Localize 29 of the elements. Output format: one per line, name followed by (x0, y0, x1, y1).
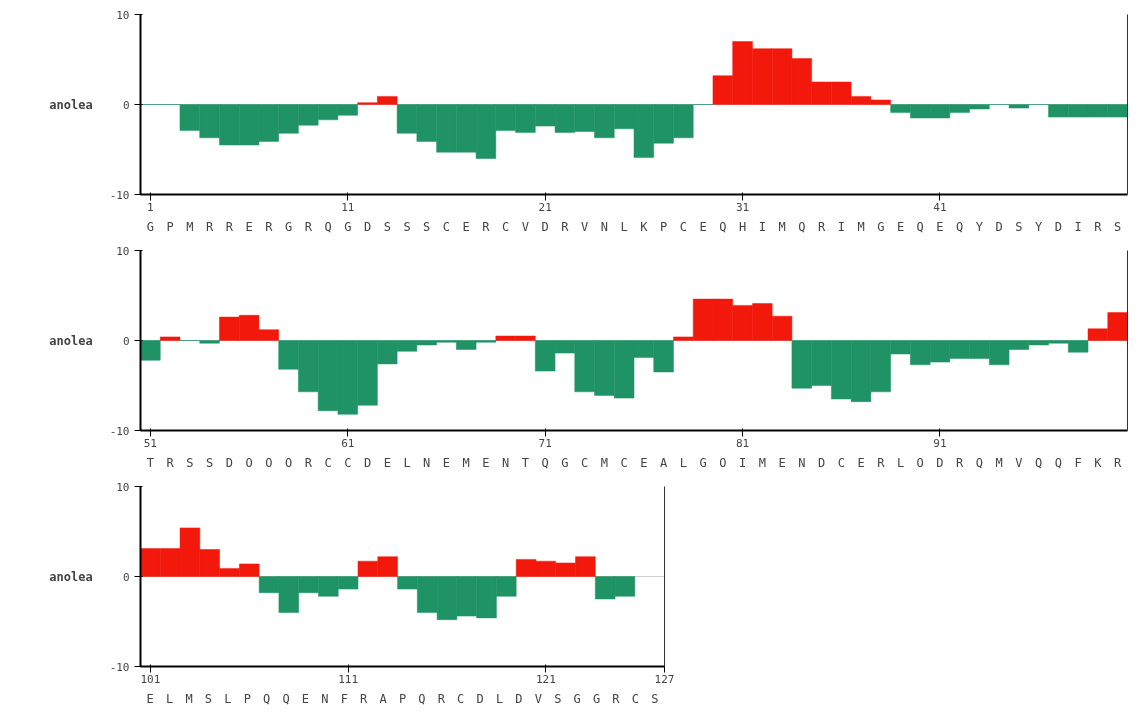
x-tick-label: 71 (538, 436, 552, 450)
x-tick-label: 111 (338, 672, 359, 686)
x-tick-label: 127 (654, 672, 675, 686)
y-tick-label: 10 (116, 244, 130, 258)
y-tick-label: 10 (116, 480, 130, 494)
y-axis-title: anolea (49, 333, 93, 348)
x-tick-label: 1 (147, 200, 154, 214)
x-tick-label: 81 (735, 436, 750, 450)
y-tick-label: -10 (109, 424, 130, 438)
y-tick-label: 0 (122, 570, 130, 584)
x-tick-label: 61 (341, 436, 355, 450)
text: G P M R R E R G R Q G D S S S C E R C V D R V N L K P C E Q H I M Q R I M G E Q E Q Y D S Y D I R S (146, 219, 1122, 234)
x-tick-label: 31 (735, 200, 750, 214)
y-tick-label: -10 (109, 660, 130, 674)
y-axis-title: anolea (49, 97, 93, 112)
y-axis-title: anolea (49, 569, 93, 584)
x-tick-label: 101 (140, 672, 161, 686)
x-tick-label: 41 (933, 200, 947, 214)
x-tick-label: 51 (143, 436, 157, 450)
x-tick-label: 11 (341, 200, 355, 214)
x-tick-label: 91 (933, 436, 947, 450)
text: E L M S L P Q Q E N F R A P Q R C D L D V S G G R C S (146, 691, 659, 706)
y-tick-label: 10 (116, 8, 130, 22)
x-tick-label: 21 (538, 200, 552, 214)
y-tick-label: -10 (109, 188, 130, 202)
x-tick-label: 121 (535, 672, 556, 686)
y-tick-label: 0 (122, 98, 130, 112)
y-tick-label: 0 (122, 334, 130, 348)
text: T R S S D O O O R C C D E L N E M E N T Q G C M C E A L G O I M E N D C E R L O D R Q M V Q Q F K R (146, 455, 1122, 470)
